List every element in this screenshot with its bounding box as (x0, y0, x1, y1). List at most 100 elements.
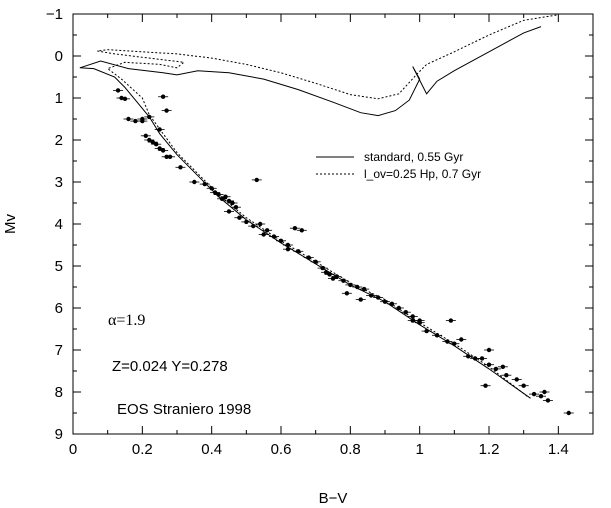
point-marker (157, 146, 162, 151)
data-point (484, 347, 494, 353)
data-point (355, 297, 366, 302)
data-point (442, 339, 453, 344)
point-marker (157, 127, 162, 132)
data-point (140, 133, 151, 138)
point-marker (466, 354, 471, 359)
composition-annotation: Z=0.024 Y=0.278 (112, 358, 228, 375)
point-marker (251, 223, 256, 229)
point-marker (147, 137, 152, 143)
axis-ticks: 0 0.2 0.4 0.6 0.8 1 1.2 1.4 −1 0 1 2 3 4 5 6 7 8 9 (46, 6, 594, 458)
data-point (497, 364, 508, 369)
point-marker (542, 389, 547, 395)
point-marker (566, 410, 571, 416)
data-point (341, 291, 352, 296)
legend-label-standard: standard, 0.55 Gyr (364, 150, 463, 164)
point-marker (330, 276, 336, 281)
data-point (445, 318, 456, 323)
data-point (282, 242, 293, 248)
data-point (501, 373, 512, 378)
data-point (317, 265, 328, 271)
point-marker (230, 200, 235, 206)
point-marker (334, 274, 339, 279)
point-marker (483, 383, 488, 388)
data-point (529, 391, 540, 397)
point-marker (160, 148, 166, 153)
data-point (144, 114, 155, 120)
point-marker (261, 232, 266, 237)
data-point (154, 127, 165, 132)
point-marker (417, 318, 422, 323)
data-point (248, 223, 259, 229)
point-marker (306, 255, 311, 260)
data-point (490, 366, 501, 372)
point-marker (226, 198, 232, 204)
point-marker (212, 190, 218, 195)
eos-annotation: EOS Straniero 1998 (117, 401, 251, 418)
data-point (359, 286, 370, 292)
data-point (407, 318, 418, 323)
data-point (224, 209, 234, 214)
data-point (161, 108, 172, 113)
point-marker (216, 192, 221, 197)
data-point (338, 278, 349, 283)
point-marker (285, 242, 291, 248)
point-marker (264, 228, 270, 233)
point-marker (233, 205, 239, 210)
data-point (328, 276, 338, 281)
data-point (536, 394, 546, 399)
y-tick-label: 9 (55, 426, 63, 443)
point-marker (459, 337, 464, 342)
data-point (518, 383, 529, 388)
x-tick-label: 0 (69, 441, 77, 458)
point-marker (278, 238, 284, 243)
point-marker (164, 108, 169, 113)
data-point (120, 96, 130, 102)
point-marker (160, 94, 166, 99)
data-point (484, 362, 494, 367)
y-tick-label: 8 (55, 384, 63, 401)
point-marker (147, 114, 152, 120)
data-point (282, 247, 293, 252)
point-marker (448, 318, 454, 323)
data-point (373, 295, 384, 300)
point-marker (223, 194, 228, 199)
point-marker (348, 282, 353, 288)
point-marker (382, 299, 388, 304)
point-marker (486, 362, 492, 367)
isochrone-lines (79, 14, 559, 399)
point-marker (362, 286, 367, 292)
data-point (407, 314, 418, 319)
data-point (234, 215, 245, 220)
point-marker (258, 221, 263, 227)
data-point (293, 249, 304, 254)
point-marker (219, 196, 225, 201)
point-marker (424, 328, 429, 334)
point-marker (368, 293, 374, 298)
data-point (165, 154, 176, 159)
data-point (251, 177, 262, 183)
data-point (137, 116, 148, 122)
point-marker (226, 209, 232, 214)
data-point (393, 305, 404, 311)
data-point (276, 238, 286, 243)
y-tick-label: 1 (55, 90, 63, 107)
x-tick-label: 0.8 (340, 441, 361, 458)
y-tick-label: 3 (55, 174, 63, 191)
data-point (463, 354, 474, 359)
point-marker (375, 295, 381, 300)
data-point (366, 293, 377, 298)
legend-label-overshoot: l_ov=0.25 Hp, 0.7 Gyr (364, 167, 481, 181)
data-point (158, 94, 169, 99)
y-tick-label: 0 (55, 48, 63, 65)
data-point (258, 232, 269, 237)
point-marker (209, 186, 214, 191)
point-marker (403, 310, 408, 315)
legend: standard, 0.55 Gyr l_ov=0.25 Hp, 0.7 Gyr (316, 150, 481, 181)
data-point (352, 284, 363, 290)
point-marker (299, 228, 304, 233)
data-point (220, 194, 231, 199)
point-marker (126, 116, 131, 122)
data-point (158, 148, 169, 153)
point-marker (538, 394, 544, 399)
x-axis-label: B−V (319, 490, 348, 507)
